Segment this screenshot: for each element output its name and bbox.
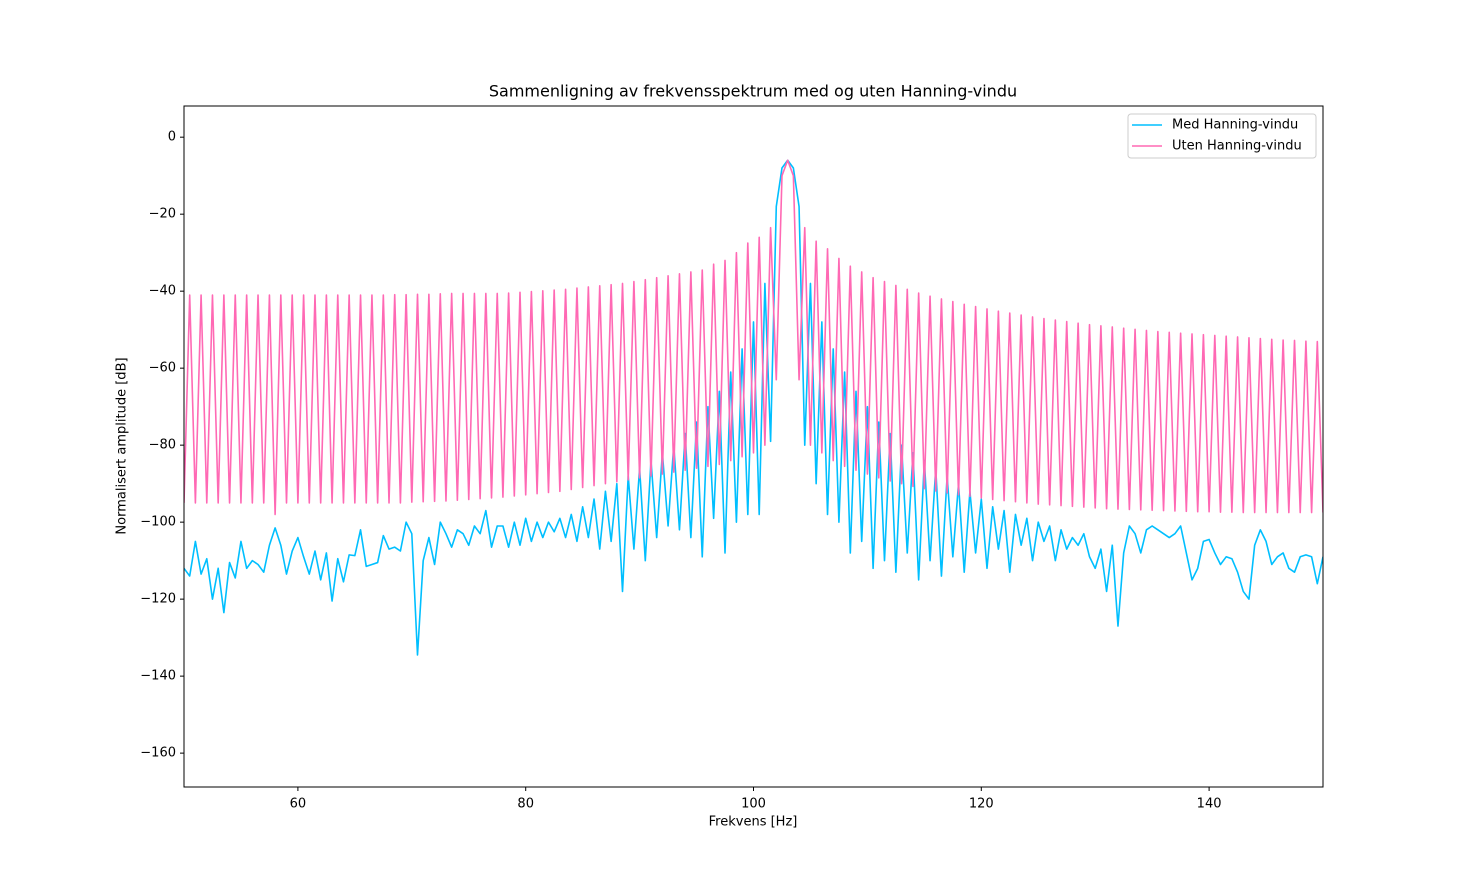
legend-label: Uten Hanning-vindu [1172, 139, 1302, 154]
y-tick-label: −120 [140, 592, 176, 607]
y-tick-label: −80 [149, 438, 176, 453]
y-tick-label: −160 [140, 746, 176, 761]
legend-frame [1127, 113, 1317, 159]
data-line [184, 159, 1323, 656]
y-axis-label: Normalisert amplitude [dB] [115, 357, 130, 534]
plot-lines [184, 159, 1323, 656]
y-tick-label: −100 [140, 515, 176, 530]
y-tick-label: −140 [140, 669, 176, 684]
x-tick-label: 120 [969, 797, 994, 812]
y-tick-label: −40 [149, 284, 176, 299]
x-axis-label: Frekvens [Hz] [709, 815, 798, 830]
chart-title: Sammenligning av frekvensspektrum med og… [489, 82, 1017, 101]
legend-label: Med Hanning-vindu [1172, 118, 1298, 133]
y-tick-label: 0 [168, 130, 176, 145]
x-tick-label: 60 [290, 797, 307, 812]
x-tick-label: 80 [517, 797, 534, 812]
y-tick-label: −60 [149, 361, 176, 376]
y-tick-label: −20 [149, 207, 176, 222]
x-tick-label: 140 [1197, 797, 1222, 812]
data-line [184, 159, 1323, 516]
x-tick-label: 100 [741, 797, 766, 812]
